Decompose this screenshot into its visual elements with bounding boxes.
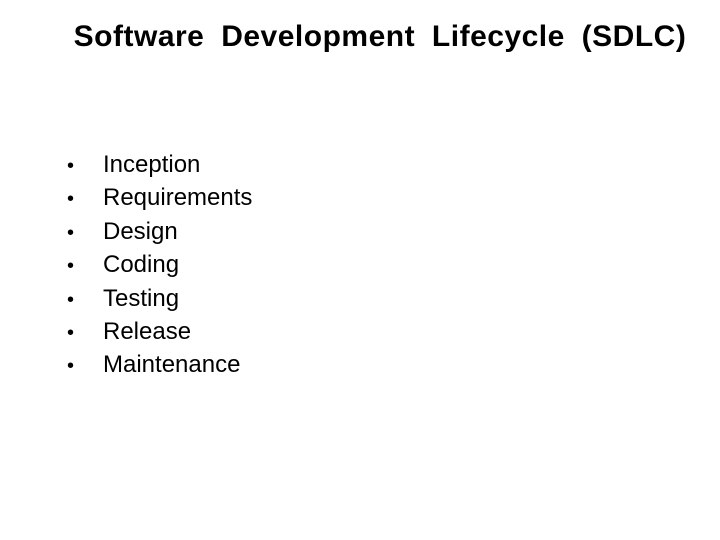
bullet-icon: • [65, 320, 103, 347]
list-item: • Requirements [65, 182, 720, 214]
list-item: • Testing [65, 283, 720, 315]
bullet-icon: • [65, 253, 103, 280]
bullet-icon: • [65, 153, 103, 180]
bullet-text: Coding [103, 249, 720, 281]
list-item: • Coding [65, 249, 720, 281]
bullet-text: Inception [103, 149, 720, 181]
bullet-text: Requirements [103, 182, 720, 214]
bullet-text: Design [103, 216, 720, 248]
list-item: • Inception [65, 149, 720, 181]
bullet-icon: • [65, 353, 103, 380]
slide-container: Software Development Lifecycle (SDLC) • … [0, 0, 720, 540]
bullet-text: Testing [103, 283, 720, 315]
bullet-text: Release [103, 316, 720, 348]
list-item: • Design [65, 216, 720, 248]
bullet-icon: • [65, 287, 103, 314]
list-item: • Maintenance [65, 349, 720, 381]
list-item: • Release [65, 316, 720, 348]
slide-title: Software Development Lifecycle (SDLC) [60, 20, 700, 54]
bullet-text: Maintenance [103, 349, 720, 381]
bullet-icon: • [65, 186, 103, 213]
slide-content: • Inception • Requirements • Design • Co… [65, 149, 720, 382]
bullet-list: • Inception • Requirements • Design • Co… [65, 149, 720, 382]
bullet-icon: • [65, 220, 103, 247]
